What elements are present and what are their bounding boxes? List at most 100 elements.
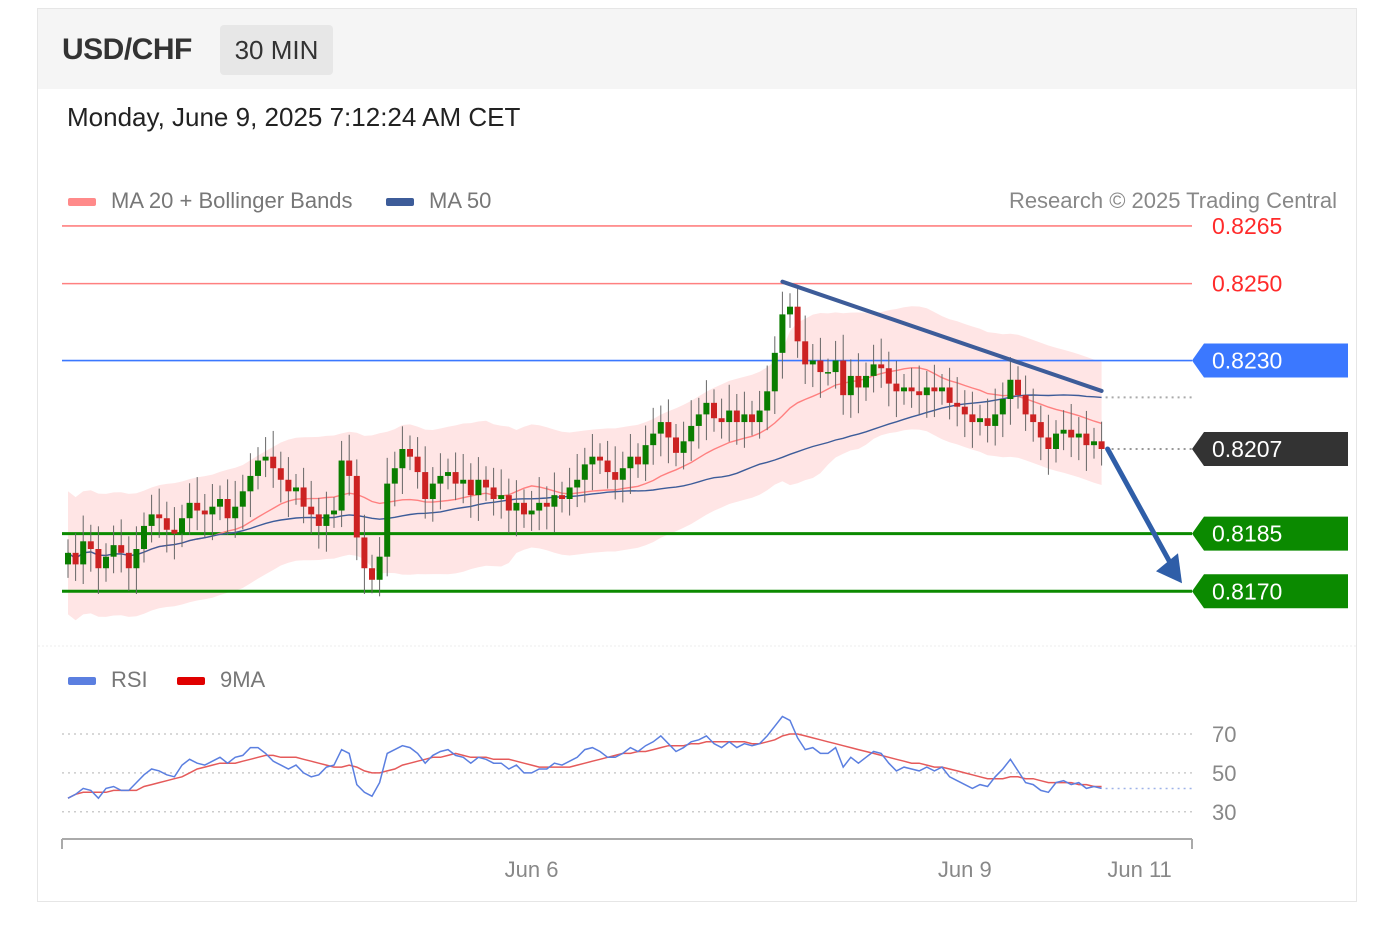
candle-body	[885, 368, 892, 384]
candle-body	[141, 525, 147, 549]
candle-body	[1045, 437, 1052, 449]
candle-body	[954, 402, 961, 407]
candle-body	[1075, 433, 1082, 438]
candle-body	[95, 549, 102, 569]
candle-body	[908, 387, 915, 392]
candle-body	[984, 418, 991, 426]
candle-body	[711, 402, 717, 419]
candle-body	[156, 514, 163, 519]
candle-body	[574, 479, 581, 488]
candle-body	[665, 422, 672, 438]
resistance-trendline	[780, 279, 1104, 393]
forecast-arrow-shaft	[1105, 446, 1179, 576]
candle-body	[779, 314, 786, 353]
candle-body	[338, 460, 345, 511]
candle-body	[429, 483, 436, 499]
forecast-arrow-head	[1156, 553, 1182, 584]
time-tick-Jun-11: Jun 11	[1107, 857, 1171, 882]
candle-body	[148, 514, 155, 526]
candle-body	[1030, 414, 1037, 423]
candle-body	[794, 306, 801, 342]
candle-body	[201, 510, 208, 515]
candle-body	[498, 495, 505, 499]
candle-body	[536, 502, 543, 511]
candle-body	[490, 487, 497, 499]
candle-body	[832, 360, 839, 373]
candle-body	[1053, 433, 1059, 449]
candle-body	[809, 360, 816, 365]
candle-body	[445, 472, 451, 476]
timeframe-badge[interactable]: 30 MIN	[220, 25, 333, 75]
price-levels	[62, 225, 1192, 593]
annotations	[780, 279, 1182, 584]
candle-body	[505, 495, 512, 511]
candle-body	[407, 449, 413, 457]
candle-body	[1015, 379, 1021, 396]
candle-body	[969, 414, 976, 423]
level-tag-label-0.8185: 0.8185	[1212, 521, 1282, 547]
legend-ma20-label: MA 20 + Bollinger Bands	[111, 188, 353, 213]
candle-body	[118, 545, 125, 553]
candle-body	[414, 456, 421, 473]
candle-body	[695, 414, 702, 426]
candle-body	[399, 449, 406, 469]
candle-body	[635, 456, 641, 465]
candle-body	[1083, 433, 1090, 446]
level-tag-0.8185	[1192, 516, 1348, 551]
candles[interactable]	[65, 287, 1105, 597]
candle-body	[566, 487, 573, 499]
timestamp: Monday, June 9, 2025 7:12:24 AM CET	[67, 102, 521, 132]
candle-body	[680, 441, 687, 453]
candle-body	[194, 502, 201, 511]
candle-body	[650, 433, 657, 446]
candle-body	[961, 406, 968, 415]
candle-body	[1007, 379, 1014, 399]
candle-body	[559, 495, 565, 499]
rsi-tick-70: 70	[1212, 722, 1236, 747]
rsi-panel[interactable]: 70 50 30	[62, 715, 1236, 825]
candle-body	[217, 499, 223, 507]
candle-body	[331, 510, 337, 515]
legend-rsi-swatch	[68, 677, 96, 685]
candle-body	[1037, 422, 1044, 438]
candle-body	[80, 541, 87, 565]
candle-body	[992, 414, 999, 426]
candle-body	[726, 410, 733, 423]
candle-body	[171, 529, 178, 534]
candle-body	[1022, 395, 1029, 415]
price-chart[interactable]: 0.8265 0.8250 0.8230 0.8207 0.8185 0.8170 70 5…	[38, 9, 1356, 901]
candle-body	[285, 479, 292, 492]
candle-body	[817, 360, 824, 373]
candle-body	[870, 364, 877, 376]
candle-body	[179, 518, 185, 534]
candle-body	[353, 475, 360, 538]
candle-body	[270, 456, 277, 469]
level-tag-label-0.8230: 0.8230	[1212, 348, 1282, 374]
candle-body	[901, 387, 907, 392]
candle-body	[749, 414, 755, 423]
candle-body	[513, 502, 520, 511]
candle-body	[308, 506, 315, 515]
candle-body	[703, 402, 710, 415]
candle-body	[673, 437, 679, 453]
candle-body	[931, 387, 938, 392]
candle-body	[893, 383, 900, 392]
candle-body	[369, 568, 375, 580]
legend-9ma-label: 9MA	[220, 667, 266, 692]
candle-body	[521, 502, 527, 515]
candle-body	[619, 468, 626, 480]
candle-body	[422, 472, 429, 499]
candle-body	[999, 399, 1006, 415]
candle-body	[125, 552, 132, 569]
candle-body	[855, 375, 862, 388]
candle-body	[467, 479, 474, 496]
candle-body	[589, 456, 596, 465]
candle-body	[1060, 429, 1067, 434]
candle-body	[847, 375, 854, 396]
candle-body	[604, 460, 611, 473]
candle-body	[733, 410, 740, 423]
candle-body	[612, 472, 619, 480]
rsi-line	[67, 715, 1102, 800]
level-tag-0.8207	[1192, 432, 1348, 466]
candle-body	[551, 495, 558, 507]
